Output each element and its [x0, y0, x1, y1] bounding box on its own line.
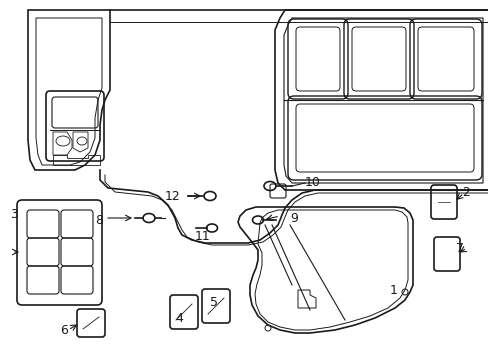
Text: 6: 6	[60, 324, 68, 337]
Text: 8: 8	[95, 213, 103, 226]
Text: 10: 10	[305, 176, 320, 189]
Text: 11: 11	[195, 230, 210, 243]
Text: 7: 7	[455, 242, 463, 255]
Text: 1: 1	[389, 284, 397, 297]
Text: 9: 9	[289, 211, 297, 225]
Text: 5: 5	[209, 296, 218, 309]
Text: 3: 3	[10, 208, 18, 221]
Text: 2: 2	[461, 186, 469, 199]
Text: 4: 4	[175, 311, 183, 324]
Text: 12: 12	[164, 189, 181, 202]
